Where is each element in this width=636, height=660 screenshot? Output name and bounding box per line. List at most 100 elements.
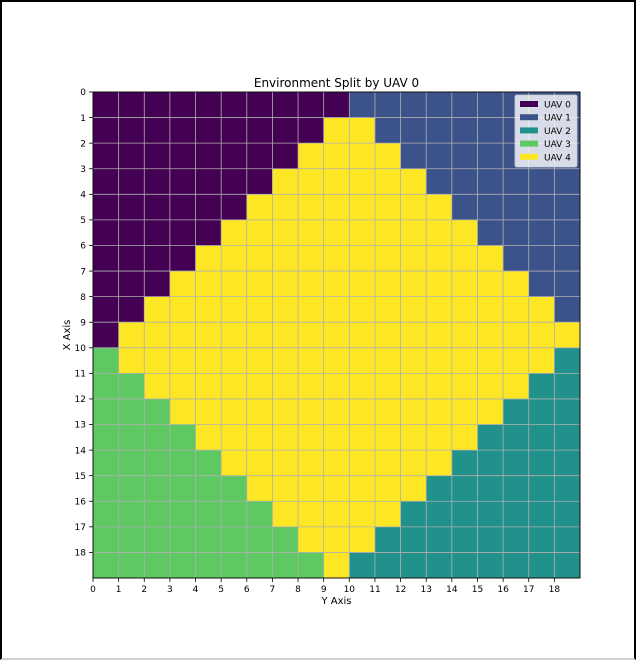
- legend-swatch: [520, 127, 538, 134]
- heatmap-cell: [93, 552, 120, 579]
- heatmap-cell: [195, 194, 222, 221]
- heatmap-cell: [528, 219, 555, 246]
- heatmap-cell: [477, 92, 504, 118]
- heatmap-cell: [426, 117, 453, 144]
- heatmap-cell: [118, 501, 145, 528]
- heatmap-cell: [298, 296, 325, 323]
- heatmap-cell: [451, 450, 478, 477]
- heatmap-cell: [374, 501, 401, 528]
- heatmap-cell: [323, 271, 350, 298]
- heatmap-cell: [528, 271, 555, 298]
- heatmap-cell: [144, 552, 171, 579]
- heatmap-cell: [221, 475, 248, 502]
- heatmap-cell: [272, 450, 299, 477]
- heatmap-cell: [349, 143, 376, 170]
- heatmap-cell: [477, 347, 504, 374]
- heatmap-cell: [195, 271, 222, 298]
- heatmap-cell: [323, 398, 350, 425]
- heatmap-cell: [93, 271, 120, 298]
- heatmap-cell: [144, 526, 171, 553]
- heatmap-cell: [323, 475, 350, 502]
- heatmap-cell: [528, 373, 555, 400]
- heatmap-cell: [349, 117, 376, 144]
- heatmap-cell: [528, 322, 555, 349]
- heatmap-cell: [118, 552, 145, 579]
- heatmap-cell: [349, 245, 376, 272]
- heatmap-cell: [246, 501, 273, 528]
- heatmap-cell: [221, 271, 248, 298]
- heatmap-cell: [477, 117, 504, 144]
- heatmap-cell: [195, 92, 222, 118]
- heatmap-cell: [221, 219, 248, 246]
- heatmap-cell: [272, 271, 299, 298]
- heatmap-cell: [195, 219, 222, 246]
- heatmap-cell: [477, 168, 504, 195]
- heatmap-cell: [554, 322, 581, 349]
- heatmap-cell: [528, 347, 555, 374]
- heatmap-cell: [195, 322, 222, 349]
- heatmap-cell: [195, 347, 222, 374]
- heatmap-cell: [400, 373, 427, 400]
- heatmap-cell: [426, 271, 453, 298]
- heatmap-cell: [144, 245, 171, 272]
- y-tick-label: 6: [80, 242, 86, 252]
- heatmap-cell: [221, 450, 248, 477]
- heatmap-cell: [400, 475, 427, 502]
- heatmap-cell: [323, 219, 350, 246]
- heatmap-cell: [144, 373, 171, 400]
- heatmap-cell: [554, 245, 581, 272]
- heatmap-cell: [272, 526, 299, 553]
- heatmap-cell: [426, 245, 453, 272]
- heatmap-cell: [554, 296, 581, 323]
- heatmap-cell: [374, 398, 401, 425]
- heatmap-cell: [221, 552, 248, 579]
- y-tick-label: 16: [75, 497, 87, 507]
- heatmap-cell: [554, 398, 581, 425]
- x-tick-label: 18: [549, 585, 561, 595]
- heatmap-cell: [426, 347, 453, 374]
- heatmap-cell: [349, 398, 376, 425]
- y-tick-label: 1: [80, 114, 86, 124]
- heatmap-cell: [144, 296, 171, 323]
- heatmap-cell: [400, 117, 427, 144]
- heatmap-cell: [221, 92, 248, 118]
- legend-label: UAV 1: [544, 114, 571, 124]
- heatmap-cell: [272, 475, 299, 502]
- heatmap-cell: [323, 424, 350, 451]
- heatmap-cell: [477, 271, 504, 298]
- heatmap-cell: [503, 450, 530, 477]
- heatmap-cell: [503, 296, 530, 323]
- heatmap-cell: [221, 501, 248, 528]
- legend-label: UAV 2: [544, 127, 571, 137]
- heatmap-cell: [400, 347, 427, 374]
- heatmap-cell: [400, 245, 427, 272]
- heatmap-cell: [195, 245, 222, 272]
- y-tick-label: 3: [80, 165, 86, 175]
- heatmap-cell: [503, 501, 530, 528]
- heatmap-cell: [554, 347, 581, 374]
- heatmap-cell: [477, 475, 504, 502]
- heatmap-cell: [272, 347, 299, 374]
- heatmap-cell: [528, 552, 555, 579]
- heatmap-cell: [374, 219, 401, 246]
- heatmap-cell: [451, 194, 478, 221]
- heatmap-cell: [93, 450, 120, 477]
- heatmap-cell: [349, 168, 376, 195]
- heatmap-cell: [246, 92, 273, 118]
- heatmap-cell: [528, 296, 555, 323]
- heatmap-cell: [528, 398, 555, 425]
- heatmap-cell: [323, 194, 350, 221]
- heatmap-cell: [298, 92, 325, 118]
- y-tick-label: 9: [80, 318, 86, 328]
- heatmap-cell: [246, 424, 273, 451]
- heatmap-cell: [272, 245, 299, 272]
- heatmap-cell: [426, 424, 453, 451]
- heatmap-cell: [298, 450, 325, 477]
- y-tick-label: 2: [80, 139, 86, 149]
- heatmap-cell: [528, 450, 555, 477]
- heatmap-cell: [349, 219, 376, 246]
- heatmap-cell: [195, 501, 222, 528]
- heatmap-cell: [323, 526, 350, 553]
- heatmap-cell: [426, 143, 453, 170]
